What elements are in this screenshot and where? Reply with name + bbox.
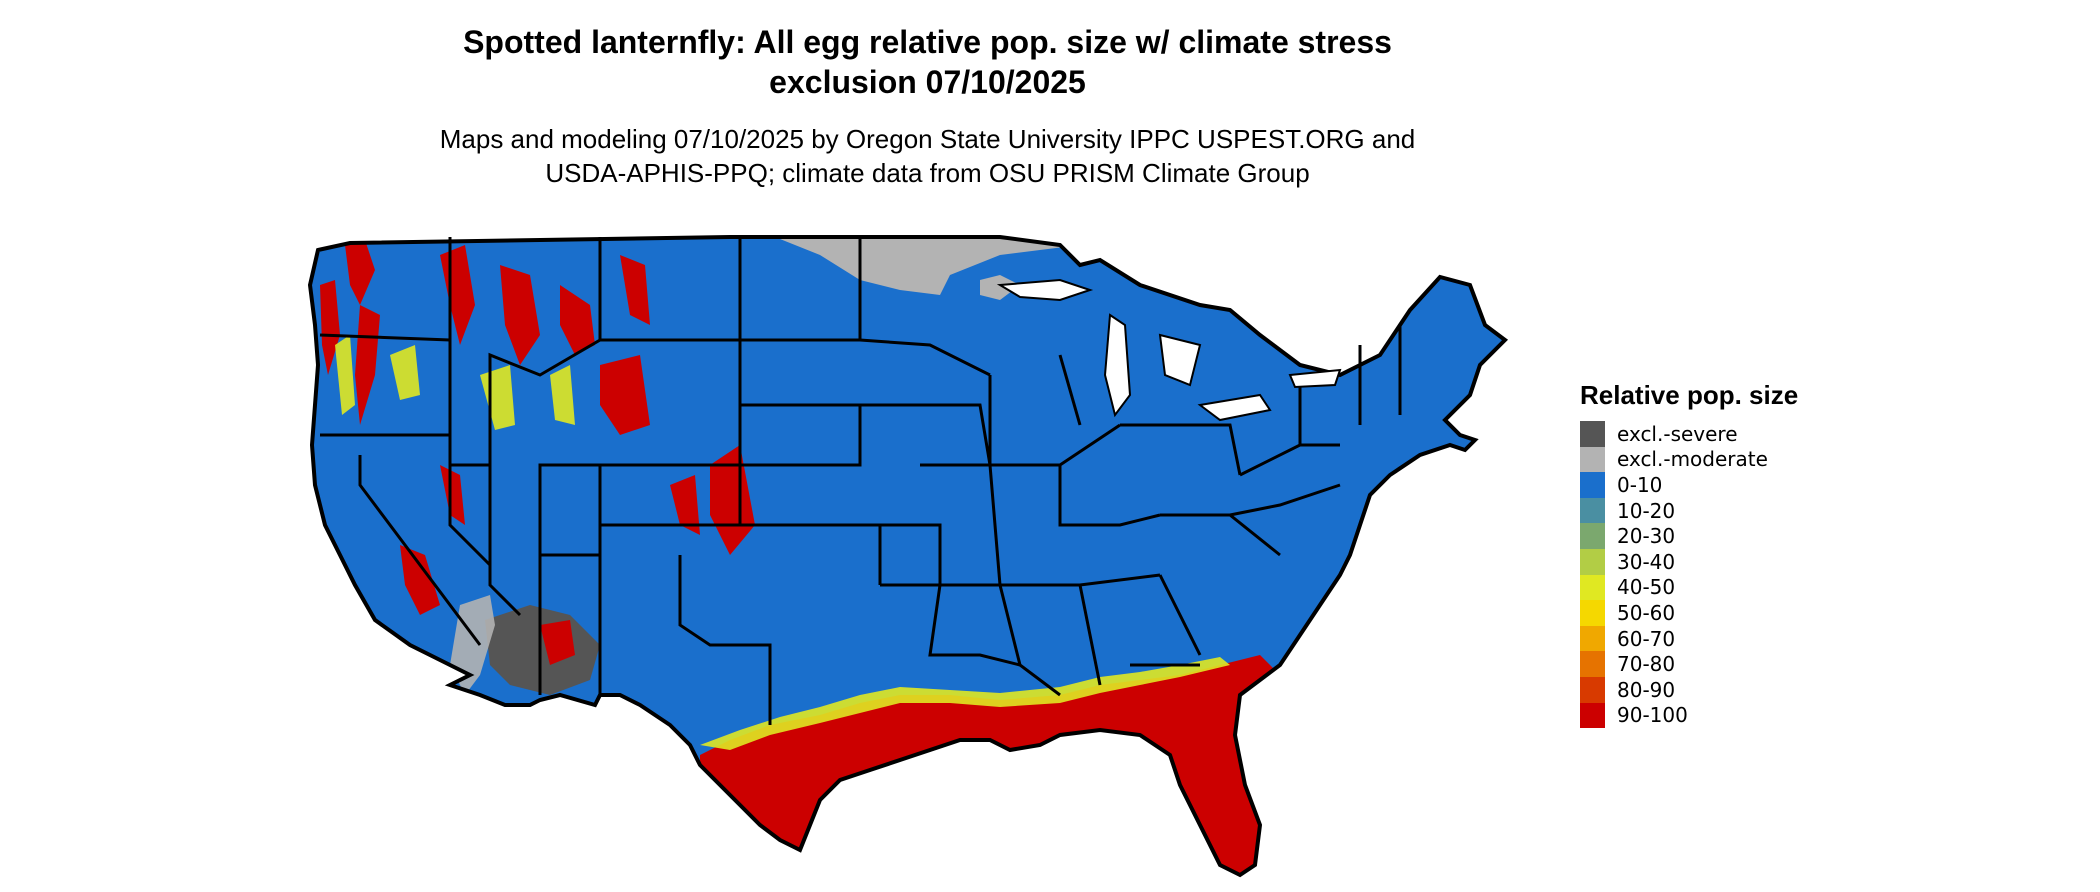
legend-swatch: [1580, 472, 1605, 498]
gulf-coast-yellow-band: [700, 657, 1230, 750]
subtitle-line-1: Maps and modeling 07/10/2025 by Oregon S…: [439, 124, 1416, 154]
legend-item: 70-80: [1580, 651, 1798, 677]
legend: Relative pop. size excl.-severe excl.-mod…: [1580, 380, 1799, 729]
mountain-yellow-fringe: [335, 335, 575, 430]
mountain-hotspots: [320, 240, 755, 615]
legend-swatch: [1580, 497, 1605, 524]
legend-title: Relative pop. size: [1580, 380, 1799, 410]
state-borders: [308, 235, 1507, 877]
legend-label: 60-70: [1617, 626, 1676, 651]
legend-swatch: [1580, 574, 1605, 601]
legend-label: 30-40: [1617, 549, 1676, 574]
legend-swatch: [1580, 651, 1605, 677]
legend-item: excl.-severe: [1580, 421, 1798, 447]
legend-item: 50-60: [1580, 600, 1798, 626]
subtitle-line-2: USDA-APHIS-PPQ; climate data from OSU PR…: [545, 158, 1310, 188]
legend-swatch: [1580, 600, 1605, 626]
southwest-hotspot: [540, 620, 575, 665]
great-lakes: [996, 278, 1342, 422]
legend-label: 90-100: [1617, 703, 1688, 728]
legend-label: 0-10: [1617, 472, 1663, 497]
legend-item: 10-20: [1580, 497, 1798, 524]
legend-swatch: [1580, 702, 1605, 729]
map-title: Spotted lanternfly: All egg relative pop…: [0, 22, 1855, 102]
map-subtitle: Maps and modeling 07/10/2025 by Oregon S…: [0, 122, 1855, 190]
legend-item: excl.-moderate: [1580, 446, 1798, 473]
legend-label: 70-80: [1617, 652, 1676, 677]
legend-label: 20-30: [1617, 524, 1676, 549]
legend-swatch: [1580, 548, 1605, 575]
legend-items: excl.-severe excl.-moderate 0-10 10-20 20-30…: [1580, 421, 1798, 729]
legend-label: 10-20: [1617, 498, 1676, 523]
legend-label: excl.-moderate: [1617, 447, 1768, 472]
legend-item: 0-10: [1580, 472, 1798, 498]
excl-moderate-north: [630, 237, 1080, 295]
legend-item: 90-100: [1580, 702, 1798, 729]
title-line-2: exclusion 07/10/2025: [769, 64, 1086, 100]
legend-item: 80-90: [1580, 676, 1798, 703]
legend-item: 30-40: [1580, 548, 1798, 575]
legend-label: 80-90: [1617, 677, 1676, 702]
excl-moderate-mi: [980, 275, 1020, 300]
legend-swatch: [1580, 421, 1605, 447]
legend-item: 60-70: [1580, 625, 1798, 652]
legend-item: 20-30: [1580, 523, 1798, 549]
legend-swatch: [1580, 446, 1605, 473]
legend-label: excl.-severe: [1617, 421, 1738, 446]
legend-swatch: [1580, 523, 1605, 549]
us-map: [308, 235, 1507, 877]
excl-severe-southwest: [485, 605, 600, 695]
title-line-1: Spotted lanternfly: All egg relative pop…: [463, 24, 1392, 60]
legend-label: 40-50: [1617, 575, 1676, 600]
legend-swatch: [1580, 676, 1605, 703]
legend-label: 50-60: [1617, 600, 1676, 625]
legend-swatch: [1580, 625, 1605, 652]
legend-item: 40-50: [1580, 574, 1798, 601]
